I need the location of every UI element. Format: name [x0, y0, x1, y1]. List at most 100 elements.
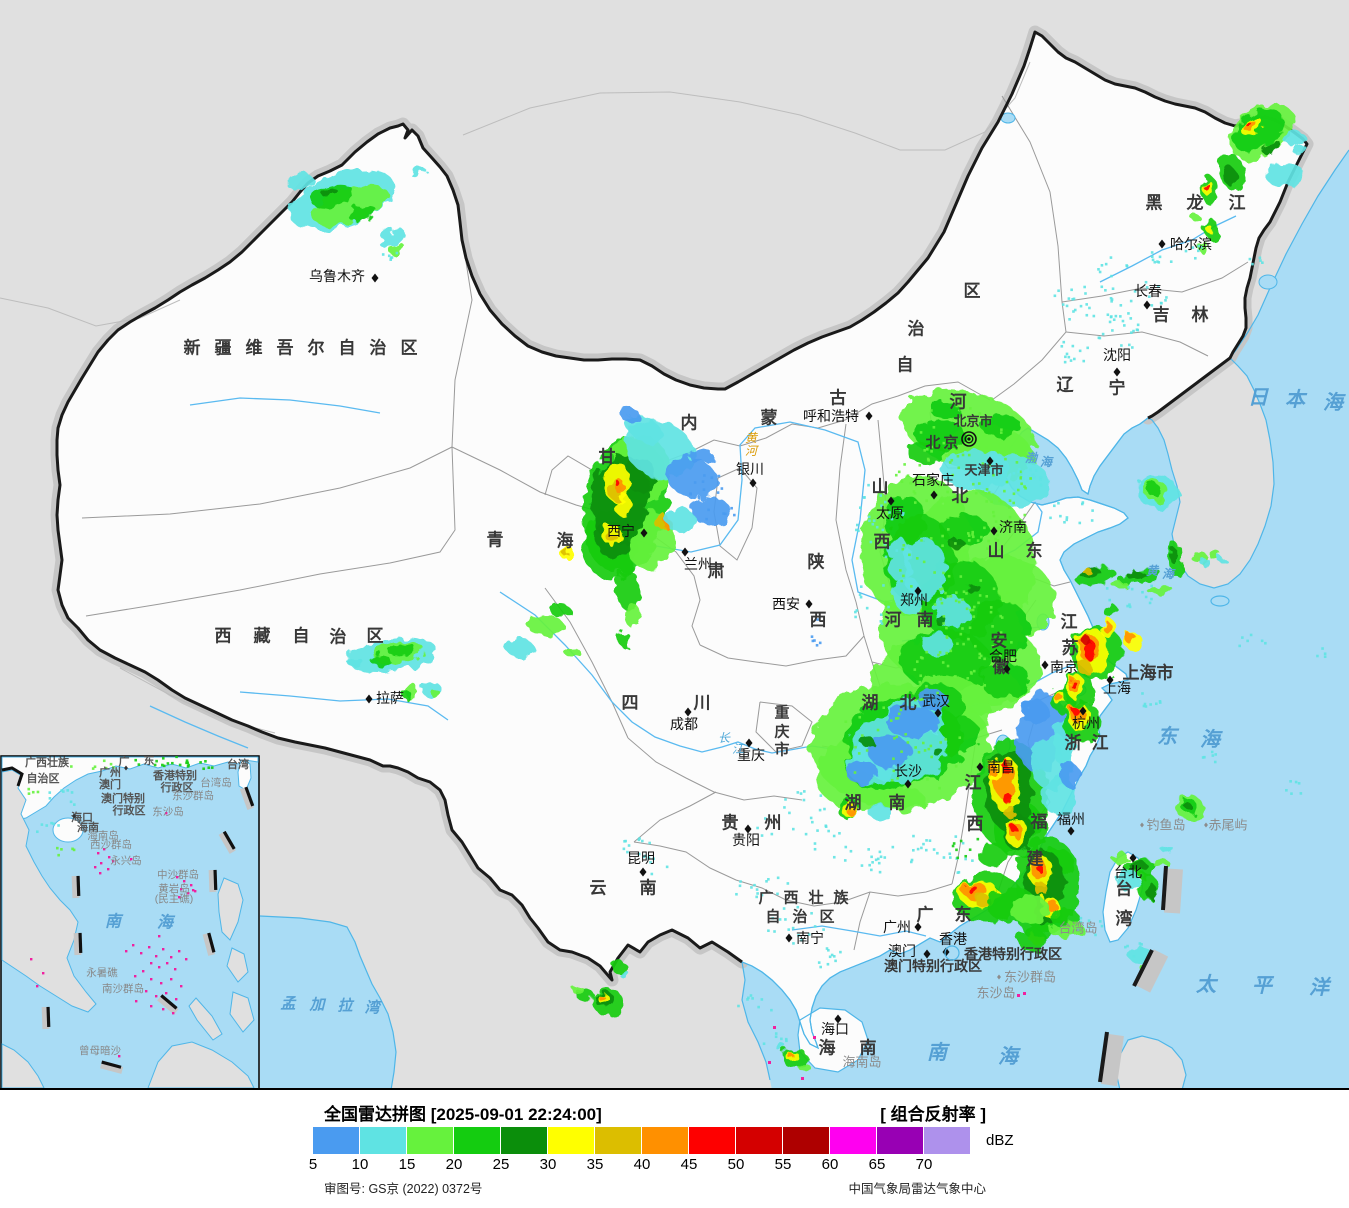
claim-dash [1161, 865, 1168, 911]
inset-label: 自治区 [27, 771, 60, 785]
svg-text:新: 新 [184, 338, 201, 358]
svg-text:古: 古 [830, 388, 847, 408]
svg-text:湖: 湖 [845, 794, 862, 813]
province-boundary [633, 841, 953, 907]
map-frame-bottom [0, 1088, 1349, 1090]
svg-text:台北: 台北 [1114, 864, 1142, 880]
claim-dash [1098, 1031, 1109, 1083]
river [149, 705, 249, 749]
province-boundary [853, 891, 871, 951]
svg-text:海: 海 [1162, 567, 1176, 581]
svg-text:自: 自 [339, 338, 356, 358]
legend-swatch-25 [501, 1127, 548, 1154]
inset-label: 澳门 [99, 777, 121, 791]
radar-speckle-layer [381, 244, 1327, 1046]
svg-text:壮: 壮 [808, 889, 823, 907]
svg-text:拉萨: 拉萨 [376, 690, 404, 706]
svg-text:族: 族 [833, 889, 849, 907]
svg-text:北: 北 [900, 694, 917, 713]
legend-tick-50: 50 [727, 1156, 745, 1173]
svg-text:兰州: 兰州 [684, 556, 712, 572]
svg-text:河: 河 [885, 611, 902, 630]
legend-tick-10: 10 [351, 1156, 369, 1173]
svg-text:东沙群岛: 东沙群岛 [1004, 970, 1056, 985]
radar-map-canvas[interactable]: 黑龙江吉 林辽 宁内 蒙古自治区新疆维吾尔自治区西藏自治区青 海甘肃四 川云 南贵 州重庆市陕… [0, 0, 1349, 1090]
svg-text:江: 江 [732, 742, 746, 756]
svg-text:洋: 洋 [1309, 976, 1332, 999]
svg-text:成都: 成都 [670, 716, 698, 732]
inset-label: 广西壮族 [25, 755, 70, 769]
inset-borneo [147, 1041, 255, 1089]
svg-text:贵: 贵 [722, 813, 739, 833]
svg-text:澳门: 澳门 [888, 943, 916, 959]
map-labels: 黑龙江吉 林辽 宁内 蒙古自治区新疆维吾尔自治区西藏自治区青 海甘肃四 川云 南贵 州重庆市陕… [184, 193, 1347, 1070]
svg-text:海: 海 [1323, 391, 1346, 414]
svg-text:云: 云 [590, 879, 607, 898]
claim-dash-shadow [1164, 868, 1183, 914]
province-boundary [699, 635, 865, 667]
province-boundary [627, 737, 803, 801]
svg-text:东沙岛: 东沙岛 [976, 986, 1015, 1001]
dbz-colorbar [313, 1127, 971, 1154]
province-boundary [81, 446, 453, 519]
dbz-unit-label: dBZ [986, 1132, 1014, 1149]
svg-text:河: 河 [950, 393, 967, 412]
province-boundary [1061, 261, 1249, 303]
nine-dash-segment [218, 830, 236, 854]
svg-text:吉: 吉 [1153, 306, 1170, 325]
inset-china-land [1, 756, 259, 827]
svg-text:哈尔滨: 哈尔滨 [1170, 236, 1212, 252]
svg-text:自: 自 [765, 908, 780, 926]
inset-label: 曾母暗沙 [79, 1044, 121, 1057]
svg-text:太原: 太原 [876, 505, 904, 521]
inset-label: 永兴岛 [110, 854, 142, 867]
svg-text:江: 江 [1061, 613, 1078, 632]
svg-text:山: 山 [872, 478, 889, 497]
legend-tick-45: 45 [680, 1156, 698, 1173]
legend-tick-30: 30 [539, 1156, 557, 1173]
svg-text:内: 内 [681, 413, 698, 433]
svg-text:武汉: 武汉 [922, 693, 950, 709]
svg-text:广: 广 [758, 889, 773, 907]
svg-text:长沙: 长沙 [894, 763, 922, 779]
province-boundary [85, 446, 456, 617]
svg-text:海南岛: 海南岛 [842, 1055, 881, 1070]
svg-text:海: 海 [998, 1045, 1021, 1068]
svg-text:福: 福 [1030, 812, 1048, 832]
legend-tick-60: 60 [821, 1156, 839, 1173]
svg-text:湾: 湾 [1116, 909, 1133, 929]
svg-text:乌鲁木齐: 乌鲁木齐 [309, 268, 365, 284]
svg-text:蒙: 蒙 [761, 408, 778, 428]
legend-swatch-35 [595, 1127, 642, 1154]
svg-text:贵阳: 贵阳 [732, 832, 760, 848]
inset-philippines [229, 991, 255, 1033]
svg-text:昆明: 昆明 [627, 850, 655, 866]
hainan-island [797, 1007, 869, 1073]
nine-dash-segment [41, 1006, 51, 1030]
legend-swatch-70 [924, 1127, 971, 1154]
legend-tick-40: 40 [633, 1156, 651, 1173]
svg-text:吾: 吾 [277, 339, 294, 358]
svg-text:上海市: 上海市 [1123, 663, 1174, 683]
inset-label: 黄岩岛 [158, 882, 190, 895]
svg-text:本: 本 [1285, 388, 1308, 411]
inset-label: 广州 [99, 765, 121, 779]
svg-text:区: 区 [819, 909, 834, 926]
svg-text:宁: 宁 [1109, 378, 1126, 398]
hongkong-boundary-circle [944, 945, 960, 961]
claim-dash-shadow [1135, 949, 1169, 993]
nine-dash-segment [157, 994, 179, 1015]
inset-philippines [226, 947, 249, 983]
svg-text:州: 州 [764, 814, 782, 833]
svg-text:陕: 陕 [808, 552, 825, 572]
svg-text:南: 南 [917, 610, 934, 630]
province-boundary [755, 701, 813, 753]
inset-label: 广 [119, 754, 130, 768]
svg-text:北: 北 [925, 435, 940, 452]
svg-text:治: 治 [908, 319, 925, 339]
svg-text:广州: 广州 [883, 919, 911, 935]
svg-text:林: 林 [1192, 305, 1209, 325]
svg-text:区: 区 [367, 627, 384, 646]
svg-text:台湾岛: 台湾岛 [1058, 921, 1097, 936]
